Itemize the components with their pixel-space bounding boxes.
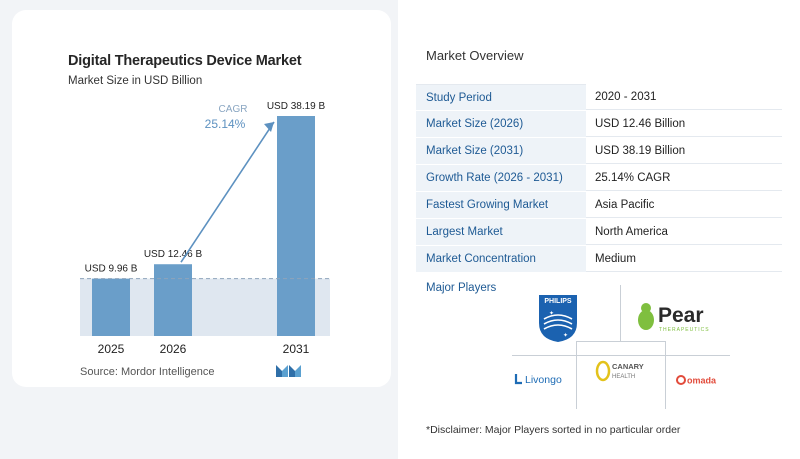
philips-shield-icon: PHILIPS ✦ ✦ — [539, 295, 577, 342]
bar-value-label: USD 12.46 B — [144, 249, 203, 260]
livongo-logo-graphic: Livongo — [514, 374, 562, 386]
bar-2025 — [92, 278, 130, 336]
overview-label: Market Size (2026) — [416, 111, 586, 137]
overview-label: Largest Market — [416, 219, 586, 245]
overview-row: Largest Market North America — [416, 219, 782, 246]
philips-text: PHILIPS — [544, 298, 572, 305]
players-grid-line — [576, 341, 577, 409]
disclaimer-text: *Disclaimer: Major Players sorted in no … — [426, 424, 681, 436]
overview-table: Study Period 2020 - 2031 Market Size (20… — [416, 84, 782, 273]
chart-subtitle: Market Size in USD Billion — [68, 75, 203, 87]
overview-value: USD 38.19 Billion — [586, 138, 782, 164]
cagr-label: CAGR — [219, 104, 248, 115]
pear-subtext: THERAPEUTICS — [659, 327, 710, 333]
pear-text: Pear — [658, 304, 704, 327]
livongo-text: Livongo — [525, 374, 562, 386]
overview-value: North America — [586, 219, 782, 245]
cagr-arrow-head — [264, 122, 274, 132]
chart-canvas: USD 9.96 B 2025 USD 12.46 B 2026 USD 38.19 B… — [80, 101, 330, 356]
omada-logo: omada — [676, 373, 718, 387]
players-grid-line — [665, 341, 666, 409]
chart-title: Digital Therapeutics Device Market — [68, 53, 302, 69]
svg-text:✦: ✦ — [563, 332, 568, 339]
overview-row: Market Size (2031) USD 38.19 Billion — [416, 138, 782, 165]
overview-value: 25.14% CAGR — [586, 165, 782, 191]
canary-logo-graphic: CANARY HEALTH — [595, 360, 644, 382]
cagr-value: 25.14% — [205, 117, 246, 131]
mordor-logo-icon — [276, 365, 301, 377]
canary-text: CANARY — [612, 362, 644, 371]
overview-label: Fastest Growing Market — [416, 192, 586, 218]
overview-row: Market Concentration Medium — [416, 246, 782, 273]
overview-value: USD 12.46 Billion — [586, 111, 782, 137]
overview-row: Study Period 2020 - 2031 — [416, 84, 782, 111]
overview-row: Growth Rate (2026 - 2031) 25.14% CAGR — [416, 165, 782, 192]
players-grid-line — [512, 355, 730, 356]
overview-value: Medium — [586, 246, 782, 272]
bar-value-label: USD 9.96 B — [85, 264, 138, 275]
overview-row: Fastest Growing Market Asia Pacific — [416, 192, 782, 219]
pear-logo-graphic: Pear THERAPEUTICS — [638, 303, 710, 333]
svg-text:✦: ✦ — [549, 310, 554, 317]
players-grid-line — [576, 341, 666, 342]
overview-label: Market Size (2031) — [416, 138, 586, 164]
canary-health-logo: CANARY HEALTH — [595, 356, 647, 386]
overview-value: Asia Pacific — [586, 192, 782, 218]
x-tick-label: 2031 — [283, 342, 310, 356]
source-text: Source: Mordor Intelligence — [80, 366, 215, 378]
livongo-logo: Livongo — [514, 370, 574, 388]
philips-logo: PHILIPS ✦ ✦ — [536, 293, 580, 343]
overview-label: Growth Rate (2026 - 2031) — [416, 165, 586, 191]
bar-value-label: USD 38.19 B — [267, 101, 326, 112]
bar-2026 — [154, 264, 192, 336]
cagr-arrow-line — [180, 121, 275, 263]
players-grid-line — [620, 285, 621, 341]
overview-label: Study Period — [416, 84, 586, 110]
players-title: Major Players — [426, 282, 497, 294]
x-tick-label: 2025 — [98, 342, 125, 356]
pear-logo: Pear THERAPEUTICS — [636, 296, 716, 336]
health-text: HEALTH — [612, 374, 635, 380]
omada-text: omada — [687, 376, 717, 386]
x-tick-label: 2026 — [160, 342, 187, 356]
overview-row: Market Size (2026) USD 12.46 Billion — [416, 111, 782, 138]
overview-label: Market Concentration — [416, 246, 586, 272]
overview-title: Market Overview — [426, 48, 524, 63]
overview-value: 2020 - 2031 — [586, 84, 782, 110]
bar-2031 — [277, 116, 315, 336]
omada-logo-graphic: omada — [676, 375, 717, 386]
